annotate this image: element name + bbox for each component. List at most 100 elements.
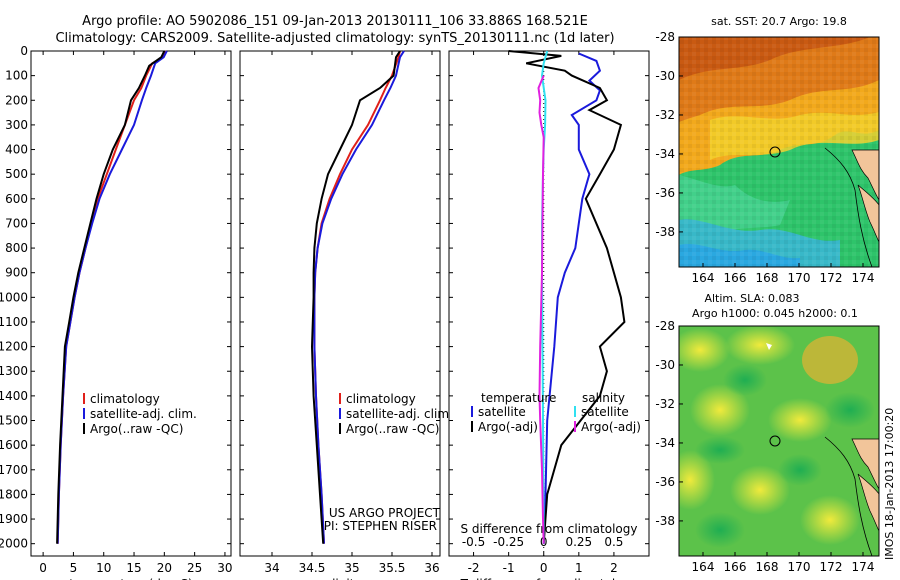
map-y-tick-label: -38 [655,514,675,528]
annotation-line: PI: STEPHEN RISER [324,519,437,533]
map-y-tick-label: -30 [655,358,675,372]
sst-isobath [824,147,873,267]
depth-tick-label: 1900 [0,512,28,526]
legend-label: Argo(..raw -QC) [346,422,439,436]
plot-frame [448,50,650,557]
map-x-tick-label: 174 [852,560,875,574]
series-line [508,50,626,544]
sla-white-spot [766,343,772,350]
plot-frame [30,50,232,557]
sla-high-blob [690,384,750,436]
depth-tick-label: 1000 [0,290,28,304]
depth-tick-label: 0 [20,44,28,58]
x-tick-label: 15 [126,561,141,575]
difference-panel: -2 -1 0 1 2 T difference from climatology -0.5… [448,50,650,580]
map-y-tick-label: -36 [655,475,675,489]
depth-tick-label: 900 [5,266,28,280]
sla-argo-location-marker [769,435,781,447]
map-x-tick-label: 168 [756,560,779,574]
header-line-1: Argo profile: AO 5902086_151 09-Jan-2013… [82,14,588,29]
temperature-panel: 0100200300400500600700800900100011001200… [0,44,233,580]
sla-low-blob [825,392,875,428]
x-tick-label: -1 [503,561,515,575]
depth-tick-label: 1700 [0,463,28,477]
sla-high-blob [730,465,790,515]
depth-tick-label: 1800 [0,487,28,501]
map-y-tick-label: -30 [655,69,675,83]
map-x-tick-label: 164 [692,560,715,574]
depth-tick-label: 800 [5,241,28,255]
sla-peak-blob [802,336,858,384]
depth-tick-label: 400 [5,143,28,157]
map-x-tick-label: 172 [820,560,843,574]
depth-tick-label: 200 [5,93,28,107]
sla-isobath [824,436,873,556]
salinity-panel: 34 34.5 35 35.5 36 salinity climatologysatelli… [239,50,453,580]
map-y-tick-label: -36 [655,186,675,200]
x-tick-label: -2 [468,561,480,575]
sla-land-2 [857,473,879,532]
x-tick-label: 35 [344,561,359,575]
x-axis-label: T difference from climatology [460,577,638,580]
x-tick-label: 36 [424,561,439,575]
sla-high-blob [679,328,730,372]
sla-map-ticks: 164 166 168 170 172 174 -28 -30 -32 -34 -36 -38 [655,319,874,574]
legend-label: Argo(-adj) [581,420,641,434]
secondary-x-tick-label: -0.5 [462,535,485,549]
depth-tick-label: 2000 [0,537,28,551]
legend-label: satellite [478,405,526,419]
depth-tick-label: 600 [5,192,28,206]
sst-argo-location-marker [769,146,781,158]
map-y-tick-label: -34 [655,436,675,450]
x-tick-label: 30 [217,561,232,575]
map-x-tick-label: 166 [724,560,747,574]
legend-label: Argo(..raw -QC) [90,422,183,436]
sst-land [851,149,879,201]
map-y-tick-label: -28 [655,319,675,333]
series-line [537,75,545,544]
sla-high-blob [800,495,860,545]
secondary-x-tick-label: 0.25 [565,535,592,549]
sla-map-title: Altim. SLA: 0.083 [704,292,799,305]
sla-high-blob [679,450,715,510]
legend-title: temperature [481,391,556,405]
sla-low-blob [695,436,745,464]
sla-map-subtitle: Argo h1000: 0.045 h2000: 0.1 [692,307,858,320]
legend-title: salinity [582,391,625,405]
map-x-tick-label: 174 [852,271,875,285]
sla-frame [678,325,880,557]
sst-map-ticks: 164 166 168 170 172 174 -28 -30 -32 -34 -36 -38 [655,30,874,285]
map-y-tick-label: -32 [655,397,675,411]
map-x-tick-label: 172 [820,271,843,285]
depth-tick-label: 700 [5,216,28,230]
legend-label: satellite-adj. clim. [346,407,453,421]
x-tick-label: 0 [540,561,548,575]
x-tick-label: 2 [610,561,618,575]
x-tick-label: 5 [70,561,78,575]
x-tick-label: 1 [575,561,583,575]
x-tick-label: 25 [187,561,202,575]
map-x-tick-label: 164 [692,271,715,285]
sla-high-blob [768,398,832,442]
header-line-2: Climatology: CARS2009. Satellite-adjuste… [55,31,614,46]
sst-texture [679,37,879,267]
sla-low-blob [778,454,822,486]
map-y-tick-label: -34 [655,147,675,161]
depth-tick-label: 1600 [0,438,28,452]
x-tick-label: 0 [39,561,47,575]
map-x-tick-label: 168 [756,271,779,285]
sst-map: sat. SST: 20.7 Argo: 19.8 164 166 168 170 17… [655,15,880,285]
legend-label: climatology [90,392,160,406]
x-tick-label: 10 [96,561,111,575]
map-y-tick-label: -28 [655,30,675,44]
depth-tick-label: 1200 [0,340,28,354]
x-tick-label: 34.5 [299,561,326,575]
legend-label: Argo(-adj) [478,420,538,434]
sla-map: Altim. SLA: 0.083 Argo h1000: 0.045 h200… [655,292,880,574]
sla-land [851,438,879,490]
map-x-tick-label: 170 [788,560,811,574]
x-axis-label: temperature (deg C) [69,577,192,580]
legend-label: satellite-adj. clim. [90,407,197,421]
sst-map-title: sat. SST: 20.7 Argo: 19.8 [711,15,847,28]
